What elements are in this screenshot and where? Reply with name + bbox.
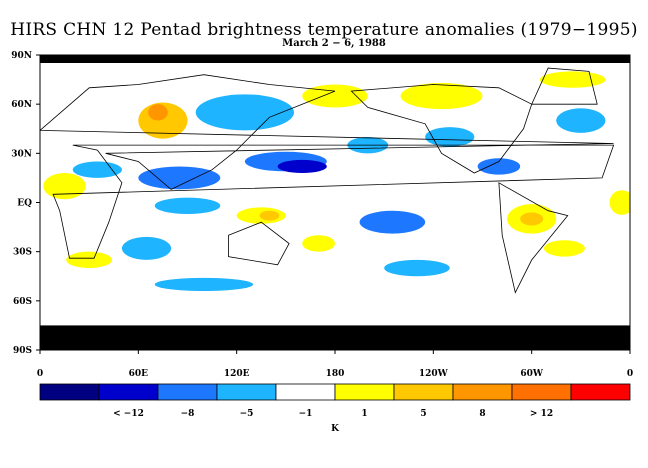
missing-data-south (40, 325, 630, 350)
x-tick-label-5: 60W (520, 369, 544, 379)
colorbar-unit-label: K (331, 424, 340, 434)
colorbar-swatch-9 (570, 383, 631, 401)
colorbar-tick-label-2: −5 (240, 409, 254, 419)
colorbar-swatch-0 (39, 383, 100, 401)
missing-data-north (40, 55, 630, 63)
x-tick-label-4: 120W (419, 369, 449, 379)
colorbar-swatch-2 (157, 383, 218, 401)
anomaly-region-21 (543, 240, 585, 257)
y-tick-label-3: EQ (17, 199, 32, 209)
coastline-4 (498, 182, 569, 294)
anomaly-region-5 (138, 166, 221, 190)
colorbar-tick-label-5: 5 (420, 409, 426, 419)
anomaly-region-1 (148, 104, 168, 121)
colorbar-tick-label-7: > 12 (530, 409, 553, 419)
colorbar-tick-label-1: −8 (181, 409, 195, 419)
anomaly-region-15 (302, 84, 368, 108)
y-tick-label-1: 60N (11, 100, 32, 110)
y-tick-label-0: 90N (11, 51, 32, 61)
coastline-5 (531, 67, 598, 105)
anomaly-region-7 (43, 173, 86, 200)
anomaly-region-4 (277, 159, 327, 173)
coastline-1 (40, 74, 614, 190)
colorbar-tick-label-4: 1 (361, 409, 367, 419)
chart-title: HIRS CHN 12 Pentad brightness temperatur… (10, 20, 638, 40)
y-tick-label-4: 30S (13, 248, 32, 258)
coastlines (40, 67, 615, 294)
colorbar-tick-label-3: −1 (299, 409, 313, 419)
anomaly-region-14 (359, 210, 426, 234)
x-tick-label-6: 0 (627, 369, 633, 379)
chart-subtitle: March 2 − 6, 1988 (282, 38, 386, 49)
anomaly-region-22 (539, 71, 606, 88)
anomaly-region-24 (384, 259, 450, 277)
colorbar-swatch-1 (98, 383, 159, 401)
y-tick-label-2: 30N (11, 149, 32, 159)
colorbar-ticks: < −12 −8 −5 −1 1 5 8 > 12 K (113, 409, 553, 434)
colorbar-swatch-8 (511, 383, 572, 401)
colorbar-swatch-7 (452, 383, 513, 401)
anomaly-region-27 (609, 190, 630, 215)
x-tick-label-2: 120E (224, 369, 250, 379)
colorbar-tick-label-0: < −12 (113, 409, 144, 419)
anomaly-region-8 (154, 197, 221, 214)
anomaly-region-13 (302, 235, 335, 252)
colorbar-swatch-4 (275, 383, 336, 401)
anomaly-region-17 (425, 127, 475, 147)
missing-data-areas (40, 55, 630, 350)
anomaly-region-18 (477, 158, 521, 175)
colorbar-swatch-5 (334, 383, 395, 401)
anomaly-region-25 (154, 277, 254, 292)
anomaly-region-16 (400, 82, 483, 110)
anomaly-region-23 (556, 108, 606, 133)
y-tick-label-6: 90S (13, 346, 32, 356)
colorbar-swatch-6 (393, 383, 454, 401)
y-tick-label-5: 60S (13, 297, 32, 307)
anomaly-region-6 (72, 161, 122, 178)
anomaly-region-10 (259, 210, 280, 221)
x-axis: 0 60E 120E 180 120W 60W 0 (37, 350, 633, 379)
coastline-2 (228, 221, 290, 266)
x-tick-label-1: 60E (129, 369, 149, 379)
anomaly-region-2 (195, 94, 295, 131)
colorbar (39, 383, 631, 401)
colorbar-swatch-3 (216, 383, 277, 401)
anomaly-region-20 (520, 212, 544, 226)
colorbar-tick-label-6: 8 (479, 409, 485, 419)
anomaly-field (43, 71, 630, 292)
anomaly-region-12 (66, 251, 113, 269)
coastline-0 (52, 144, 615, 259)
y-axis: 90N 60N 30N EQ 30S 60S 90S (11, 51, 40, 356)
anomaly-region-11 (121, 236, 172, 260)
coastline-3 (350, 84, 533, 174)
x-tick-label-0: 0 (37, 369, 43, 379)
x-tick-label-3: 180 (326, 369, 345, 379)
